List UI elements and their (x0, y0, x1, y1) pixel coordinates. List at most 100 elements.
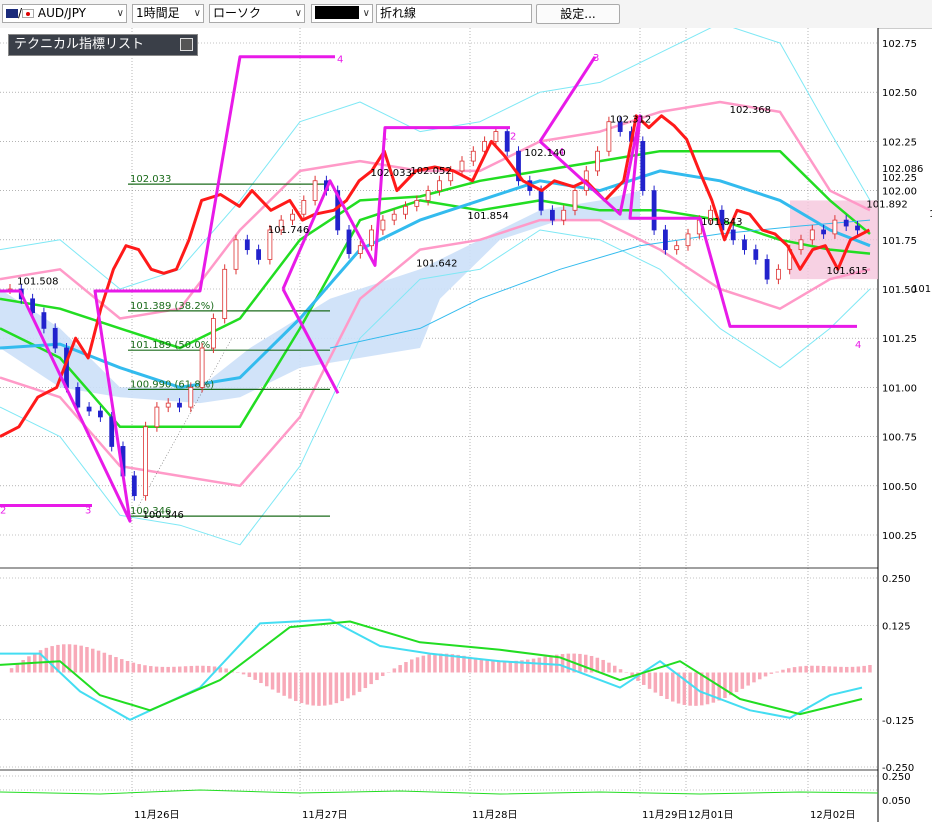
candlestick (821, 229, 826, 235)
candlestick (369, 229, 375, 247)
macd-histogram-bar (845, 666, 849, 673)
macd-histogram-bar (131, 662, 136, 673)
price-annotation: 101.892 (866, 199, 907, 210)
macd-histogram-bar (444, 653, 449, 673)
price-annotation: 102.033 (371, 168, 412, 179)
macd-histogram-bar (729, 672, 733, 696)
sub-indicator-y-tick: 0.250 (882, 772, 911, 783)
macd-histogram-bar (671, 672, 675, 702)
macd-histogram-bar (247, 672, 252, 678)
candlestick (267, 229, 273, 260)
macd-histogram-bar (172, 666, 176, 673)
macd-histogram-bar (537, 657, 542, 673)
candlestick (109, 416, 115, 447)
macd-histogram-bar (787, 668, 791, 673)
macd-histogram-bar (415, 657, 420, 673)
macd-histogram-bar (531, 658, 536, 673)
macd-histogram-bar (154, 666, 159, 673)
macd-histogram-bar (578, 653, 582, 673)
slash-separator: / (18, 6, 23, 20)
minimize-icon[interactable] (180, 38, 193, 51)
price-annotation: 102.368 (730, 105, 771, 116)
macd-histogram-bar (56, 644, 60, 673)
macd-histogram-bar (775, 671, 779, 673)
macd-histogram-bar (682, 672, 687, 705)
macd-histogram-bar (502, 661, 507, 673)
candlestick (504, 131, 510, 152)
oscillator-y-tick: 0.250 (882, 574, 911, 585)
y-tick-label: 101.00 (882, 383, 917, 394)
fibonacci-level-label: 102.033 (130, 174, 171, 185)
chevron-down-icon: ∨ (362, 8, 370, 19)
macd-histogram-bar (15, 663, 20, 673)
macd-histogram-bar (734, 672, 739, 693)
macd-histogram-bar (821, 666, 826, 673)
macd-histogram-bar (21, 659, 25, 673)
macd-histogram-bar (601, 659, 605, 673)
macd-histogram-bar (294, 672, 298, 702)
macd-histogram-bar (607, 662, 611, 673)
macd-histogram-bar (665, 672, 669, 700)
candlestick (561, 209, 567, 221)
candlestick (244, 239, 250, 251)
line-tool-select[interactable]: 折れ線 (376, 4, 532, 23)
macd-histogram-bar (584, 654, 588, 673)
candlestick (41, 312, 47, 329)
macd-histogram-bar (143, 665, 147, 673)
macd-histogram-bar (323, 672, 327, 706)
macd-histogram-bar (450, 654, 455, 673)
candlestick (764, 259, 770, 280)
macd-histogram-bar (195, 665, 199, 673)
y-tick-label: 100.75 (882, 433, 917, 444)
oscillator-y-tick: -0.250 (882, 763, 914, 774)
candlestick (165, 402, 171, 408)
x-tick-label: 11月28日 (472, 809, 517, 821)
macd-histogram-bar (120, 659, 124, 673)
macd-histogram-bar (79, 645, 83, 673)
macd-histogram-bar (375, 672, 379, 681)
macd-histogram-bar (299, 672, 304, 704)
macd-histogram-bar (253, 672, 257, 680)
macd-histogram-bar (653, 672, 658, 693)
macd-histogram-bar (647, 672, 652, 689)
candlestick (403, 205, 408, 215)
macd-histogram-bar (618, 669, 623, 673)
macd-histogram-bar (241, 672, 246, 675)
macd-histogram-bar (392, 668, 397, 673)
candlestick (210, 318, 216, 349)
candlestick (86, 406, 92, 412)
line-tool-label: 折れ線 (380, 6, 417, 20)
bollinger-lower-outer (0, 229, 871, 546)
macd-histogram-bar (421, 655, 426, 673)
macd-histogram-bar (746, 672, 750, 686)
macd-histogram-bar (352, 672, 356, 696)
candlestick (346, 229, 352, 254)
macd-histogram-bar (642, 672, 646, 685)
macd-histogram-bar (67, 644, 72, 673)
candlestick (538, 190, 544, 211)
macd-histogram-bar (827, 666, 832, 673)
timeframe-select[interactable]: 1時間足 ∨ (132, 4, 204, 23)
chevron-down-icon: ∨ (116, 8, 124, 19)
candlestick (52, 327, 58, 349)
macd-histogram-bar (439, 653, 443, 673)
macd-histogram-bar (804, 665, 808, 673)
zigzag-number: 2 (0, 505, 6, 516)
macd-histogram-bar (305, 672, 310, 705)
macd-histogram-bar (711, 672, 716, 703)
y-tick-label: 100.25 (882, 531, 917, 542)
price-annotation: 101.512 (912, 284, 932, 295)
oscillator-y-tick: -0.125 (882, 716, 914, 727)
indicator-list-panel[interactable]: テクニカル指標リスト (8, 34, 198, 56)
y-tick-label: 100.50 (882, 482, 917, 493)
fibonacci-level-label: 100.346 (130, 506, 171, 517)
x-tick-label: 11月27日 (302, 809, 347, 821)
chart-type-select[interactable]: ローソク ∨ (209, 4, 305, 23)
macd-histogram-bar (566, 653, 571, 673)
symbol-select[interactable]: / AUD/JPY ∨ (2, 4, 127, 23)
candlestick (425, 190, 431, 201)
indicator-list-title: テクニカル指標リスト (14, 37, 145, 52)
color-select[interactable]: ∨ (311, 4, 373, 23)
settings-button[interactable]: 設定... (536, 4, 620, 24)
price-chart[interactable]: 102.75102.50102.25102.00101.75101.50101.… (0, 28, 932, 822)
